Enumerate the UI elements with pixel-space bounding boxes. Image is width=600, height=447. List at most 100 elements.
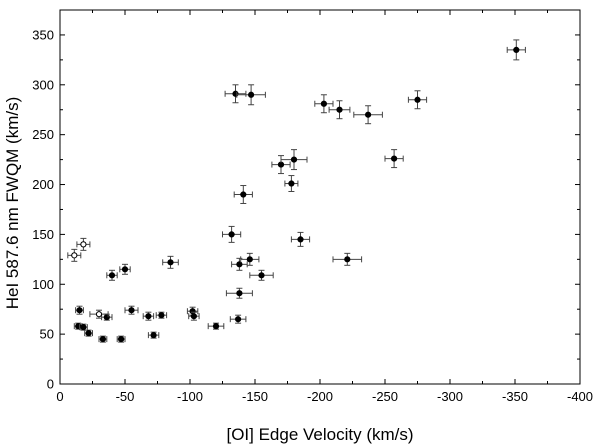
y-tick-label: 250 [32, 127, 54, 142]
filled-marker [414, 96, 421, 103]
filled-marker [75, 323, 82, 330]
filled-marker [121, 266, 129, 273]
open-marker [80, 241, 87, 248]
data-point [147, 331, 160, 339]
data-point [224, 84, 247, 104]
filled-marker [85, 330, 92, 337]
filled-marker [189, 308, 196, 315]
filled-marker [258, 272, 265, 279]
data-point [84, 329, 93, 337]
data-point [225, 287, 253, 299]
open-marker [95, 311, 103, 318]
x-tick-label: -50 [116, 389, 135, 404]
data-point [76, 237, 91, 251]
data-point [106, 269, 118, 281]
filled-marker [336, 106, 343, 113]
plot-frame [59, 9, 581, 385]
data-point [353, 105, 383, 125]
y-tick-label: 0 [47, 377, 54, 392]
filled-marker [290, 156, 298, 163]
filled-marker [103, 314, 110, 321]
data-point [384, 149, 404, 169]
filled-marker [76, 307, 83, 314]
filled-marker [212, 323, 220, 330]
filled-marker [240, 191, 247, 198]
plot-frame-box [59, 9, 581, 385]
data-points [67, 39, 526, 343]
data-point [506, 39, 526, 61]
filled-marker [190, 313, 197, 320]
data-point [231, 257, 248, 271]
data-point [233, 185, 253, 204]
data-point [98, 335, 108, 343]
data-point [290, 231, 311, 247]
axis-ticks [59, 9, 581, 385]
data-point [188, 311, 200, 321]
data-point [155, 311, 168, 319]
y-tick-label: 350 [32, 27, 54, 42]
y-tick-label: 150 [32, 227, 54, 242]
x-tick-label: -100 [177, 389, 203, 404]
data-point [229, 314, 247, 324]
data-point [240, 252, 260, 266]
data-point [271, 155, 291, 175]
y-axis-title: HeI 587.6 nm FWQM (km/s) [3, 97, 22, 310]
data-point [284, 175, 299, 193]
y-tick-label: 200 [32, 177, 54, 192]
open-marker [71, 252, 78, 259]
data-point [162, 255, 179, 269]
filled-marker [80, 324, 87, 331]
filled-marker [513, 46, 520, 53]
filled-marker [158, 312, 165, 319]
filled-marker [246, 256, 253, 263]
data-point [207, 322, 225, 330]
filled-marker [236, 261, 243, 268]
filled-marker [288, 180, 295, 187]
data-point [89, 309, 109, 319]
data-point [119, 263, 131, 275]
data-point [328, 100, 351, 120]
x-tick-label: -400 [567, 389, 593, 404]
data-point [332, 252, 363, 266]
data-point [116, 335, 126, 343]
filled-marker [248, 91, 255, 98]
data-point [79, 323, 88, 331]
filled-marker [145, 313, 152, 320]
filled-marker [150, 332, 157, 339]
data-point [236, 84, 266, 106]
x-tick-label: 0 [56, 389, 63, 404]
filled-marker [167, 259, 174, 266]
filled-marker [297, 236, 304, 243]
filled-marker [118, 336, 125, 343]
filled-marker [320, 100, 327, 107]
data-point [67, 248, 82, 262]
x-tick-label: -200 [307, 389, 333, 404]
y-tick-label: 50 [40, 327, 54, 342]
x-tick-label: -150 [242, 389, 268, 404]
y-tick-label: 300 [32, 77, 54, 92]
filled-marker [277, 161, 285, 168]
filled-marker [344, 256, 351, 263]
x-tick-label: -250 [372, 389, 398, 404]
filled-marker [365, 111, 372, 118]
data-point [314, 94, 334, 114]
data-point [222, 225, 242, 243]
filled-marker [99, 336, 107, 343]
filled-marker [232, 90, 239, 97]
data-point [75, 305, 84, 315]
filled-marker [391, 155, 398, 162]
filled-marker [236, 290, 243, 297]
filled-marker [235, 316, 242, 323]
x-tick-label: -300 [437, 389, 463, 404]
data-point [249, 269, 274, 281]
data-point [280, 149, 308, 171]
data-point [124, 305, 139, 315]
data-point [101, 313, 113, 321]
filled-marker [108, 272, 116, 279]
filled-marker [228, 231, 235, 238]
data-point [407, 90, 428, 110]
y-tick-label: 100 [32, 277, 54, 292]
x-axis-title: [OI] Edge Velocity (km/s) [226, 425, 413, 444]
x-tick-label: -350 [502, 389, 528, 404]
